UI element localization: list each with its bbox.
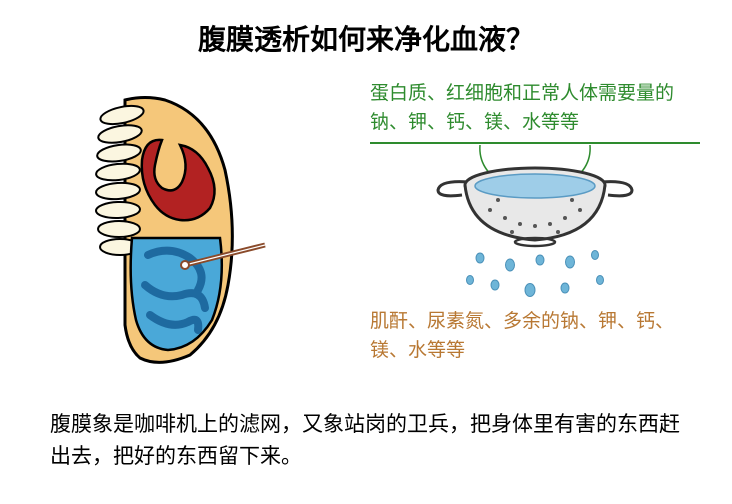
water-surface [475,174,595,198]
filtered-substances-label: 肌酐、尿素氮、多余的钠、钾、钙、镁、水等等 [370,308,710,365]
bowl-base [515,238,555,246]
colander-diagram [420,140,650,305]
footer-explanation: 腹膜象是咖啡机上的滤网，又象站岗的卫兵，把身体里有害的东西赶出去，把好的东西留下… [50,409,682,474]
title: 腹膜透析如何来净化血液？ [0,18,732,58]
handle-right [602,182,632,196]
water-drops [467,251,604,297]
retained-substances-label: 蛋白质、红细胞和正常人体需要量的钠、钾、钙、镁、水等等 [370,80,710,137]
abdomen-diagram [70,90,270,370]
handle-left [438,182,468,196]
